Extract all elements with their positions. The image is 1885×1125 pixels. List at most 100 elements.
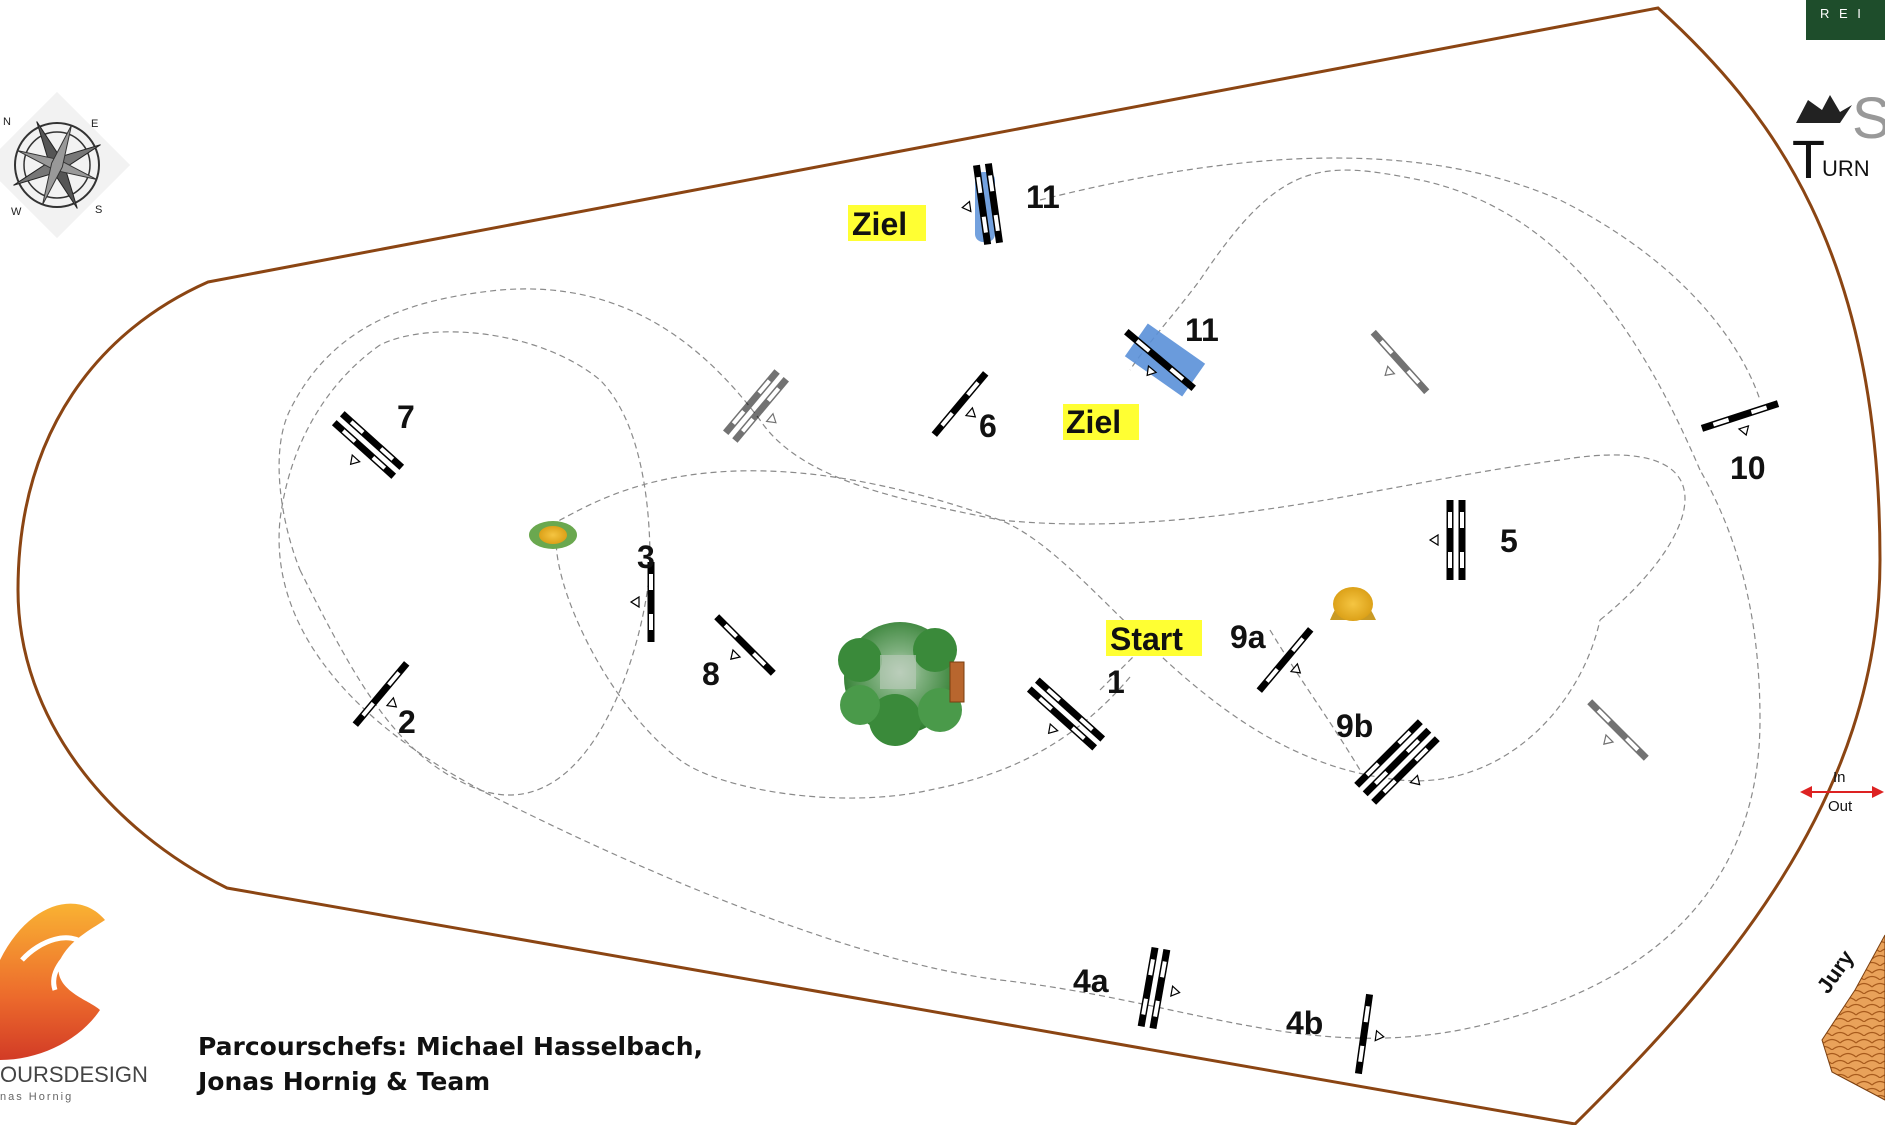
jump-label-11-mid: 11 (1185, 312, 1219, 348)
jump-rail-stripe (1141, 998, 1148, 1015)
jump-ghost-c (1587, 699, 1649, 761)
jump-label-9a: 9a (1230, 619, 1266, 655)
jump-direction-arrow (1170, 985, 1181, 998)
jump-rail-stripe (741, 417, 755, 433)
turnier-s: S (1852, 86, 1885, 151)
jump-rail-stripe (1448, 552, 1452, 568)
jump-label-9b: 9b (1336, 708, 1373, 744)
jump-rail-stripe (723, 623, 738, 638)
jump-rail (1026, 686, 1098, 751)
arena-border (16, 6, 1882, 1125)
jump-rail-stripe (1596, 708, 1611, 723)
jump-ghost-a (723, 369, 789, 443)
jump-rail-stripe (976, 176, 983, 194)
jump-label-1: 1 (1107, 664, 1125, 700)
jump-rail-stripe (1460, 552, 1464, 568)
jump-direction-arrow (1374, 1029, 1385, 1042)
compass-e: E (91, 118, 98, 130)
jump-direction-arrow (1603, 733, 1615, 745)
jump-rail-stripe (1365, 762, 1380, 777)
jump-rail (1370, 329, 1430, 395)
jump-label-4b: 4b (1286, 1005, 1323, 1041)
jump-rail-stripe (1382, 779, 1397, 794)
jump-rail-stripe (379, 447, 395, 461)
jump-rail-stripe (649, 614, 653, 630)
jump-rail-stripe (1405, 739, 1420, 754)
jump-rail-stripe (1358, 1045, 1365, 1063)
jump-rail-stripe (731, 410, 746, 425)
jump-rail-stripe (752, 652, 767, 667)
jump-6 (931, 371, 989, 437)
jump-rail-stripe (757, 379, 771, 395)
jump-rail-stripe (341, 429, 357, 443)
credits-line-2: Jonas Hornig & Team (198, 1067, 491, 1096)
jump-rail (714, 614, 776, 676)
out-label: Out (1828, 798, 1853, 815)
jump-rail-stripe (1750, 405, 1768, 415)
jump-rail-stripe (1448, 512, 1452, 528)
jump-label-5: 5 (1500, 523, 1518, 559)
jump-rail-stripe (1406, 369, 1421, 385)
jump-rail-stripe (1625, 737, 1640, 752)
jump-direction-arrow (1409, 774, 1421, 786)
jump-rail-stripe (993, 214, 1000, 232)
jump-rail (1034, 677, 1106, 742)
jump-rail-stripe (1079, 717, 1094, 732)
jump-rail-stripe (1169, 367, 1185, 381)
start-label: Start (1106, 620, 1202, 657)
banner-text: R E I (1820, 6, 1864, 21)
jump-label-7: 7 (397, 399, 415, 435)
jump-rail-stripe (349, 420, 365, 434)
jump-direction-arrow (1047, 722, 1059, 735)
jump-7 (331, 411, 405, 479)
jump-rail-stripe (981, 216, 988, 233)
flower-bush-right (1330, 587, 1376, 621)
jump-1 (1026, 677, 1106, 751)
jump-rail-stripe (371, 456, 387, 470)
route-path (278, 157, 1761, 1039)
jump-label-2: 2 (398, 704, 416, 740)
jump-rail-stripe (387, 671, 401, 687)
sponsor-banner-top-right: R E I (1806, 0, 1885, 40)
jump-ghost-b (1370, 329, 1430, 395)
jump-rail-stripe (1135, 339, 1151, 353)
turnier-sub: URN (1822, 156, 1870, 181)
jump-label-3: 3 (637, 539, 655, 575)
jump-rail-stripe (649, 574, 653, 590)
in-label: In (1833, 769, 1846, 786)
compass-n: N (3, 116, 11, 128)
jump-rail-stripe (966, 381, 980, 397)
jump-direction-arrow (1428, 533, 1439, 547)
jump-2 (352, 661, 410, 727)
finish-label-top: Ziel (848, 205, 926, 242)
jump-9a (1256, 627, 1314, 693)
jump-rail (1354, 993, 1374, 1075)
parcours-design-sub: nas Hornig (0, 1091, 73, 1103)
jump-direction-arrow (349, 453, 361, 466)
compass-rose: N E S W (0, 91, 131, 239)
jump-label-11-top: 11 (1026, 179, 1060, 215)
flower-bush-left (529, 521, 577, 549)
jump-4a (1137, 946, 1181, 1030)
jump-10 (1700, 400, 1780, 437)
jump-direction-arrow (964, 406, 977, 418)
finish-text-mid: Ziel (1066, 404, 1121, 440)
jump-label-4a: 4a (1073, 963, 1109, 999)
jump-direction-arrow (1737, 424, 1750, 437)
jump-rail-stripe (1153, 1000, 1160, 1017)
parcours-design-text: OURSDESIGN (0, 1062, 148, 1087)
jump-rail-stripe (361, 701, 375, 717)
credits-line-1: Parcourschefs: Michael Hasselbach, (198, 1032, 704, 1061)
jump-direction-arrow (961, 200, 972, 213)
course-credits: Parcourschefs: Michael Hasselbach, Jonas… (198, 1029, 703, 1099)
jump-rail (1371, 736, 1440, 805)
jump-rail-stripe (1291, 637, 1305, 653)
jury-label: Jury (1812, 945, 1860, 998)
start-text: Start (1110, 621, 1183, 657)
jumps-layer (331, 163, 1780, 1075)
jump-rail-stripe (1397, 730, 1412, 745)
jump-rail (1700, 400, 1780, 432)
in-out-indicator: In Out (1800, 769, 1884, 815)
jump-rail-stripe (1374, 770, 1389, 785)
